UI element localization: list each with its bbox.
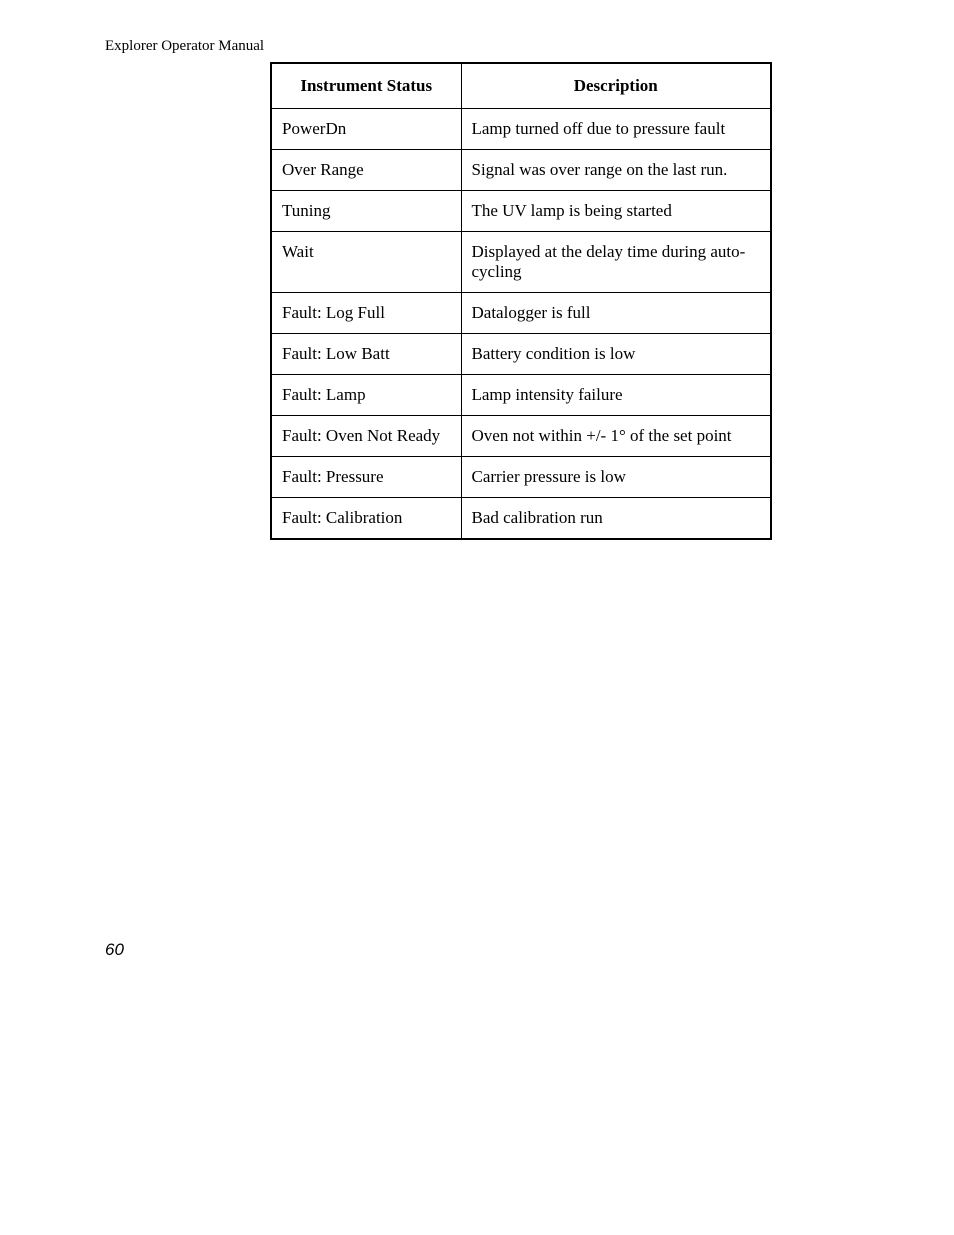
status-table: Instrument Status Description PowerDn La…: [270, 62, 772, 540]
page-header: Explorer Operator Manual: [105, 38, 264, 55]
description-cell: Lamp turned off due to pressure fault: [461, 109, 771, 150]
description-cell: The UV lamp is being started: [461, 191, 771, 232]
description-cell: Oven not within +/- 1° of the set point: [461, 416, 771, 457]
status-cell: Over Range: [271, 150, 461, 191]
table-row: Fault: Oven Not Ready Oven not within +/…: [271, 416, 771, 457]
table-row: Over Range Signal was over range on the …: [271, 150, 771, 191]
column-header-description: Description: [461, 63, 771, 109]
description-cell: Displayed at the delay time during auto-…: [461, 232, 771, 293]
status-cell: Fault: Oven Not Ready: [271, 416, 461, 457]
description-cell: Lamp intensity failure: [461, 375, 771, 416]
description-cell: Datalogger is full: [461, 293, 771, 334]
table-row: Fault: Calibration Bad calibration run: [271, 498, 771, 540]
table-row: PowerDn Lamp turned off due to pressure …: [271, 109, 771, 150]
table-row: Wait Displayed at the delay time during …: [271, 232, 771, 293]
column-header-status: Instrument Status: [271, 63, 461, 109]
status-cell: Fault: Low Batt: [271, 334, 461, 375]
status-cell: PowerDn: [271, 109, 461, 150]
description-cell: Signal was over range on the last run.: [461, 150, 771, 191]
status-cell: Fault: Lamp: [271, 375, 461, 416]
description-cell: Carrier pressure is low: [461, 457, 771, 498]
status-cell: Fault: Calibration: [271, 498, 461, 540]
manual-title: Explorer Operator Manual: [105, 38, 264, 54]
table-row: Fault: Low Batt Battery condition is low: [271, 334, 771, 375]
status-cell: Fault: Pressure: [271, 457, 461, 498]
table-header-row: Instrument Status Description: [271, 63, 771, 109]
description-cell: Battery condition is low: [461, 334, 771, 375]
table-row: Fault: Lamp Lamp intensity failure: [271, 375, 771, 416]
table-row: Tuning The UV lamp is being started: [271, 191, 771, 232]
page-number: 60: [105, 940, 124, 960]
status-cell: Tuning: [271, 191, 461, 232]
status-cell: Wait: [271, 232, 461, 293]
description-cell: Bad calibration run: [461, 498, 771, 540]
status-cell: Fault: Log Full: [271, 293, 461, 334]
table-row: Fault: Pressure Carrier pressure is low: [271, 457, 771, 498]
table-row: Fault: Log Full Datalogger is full: [271, 293, 771, 334]
